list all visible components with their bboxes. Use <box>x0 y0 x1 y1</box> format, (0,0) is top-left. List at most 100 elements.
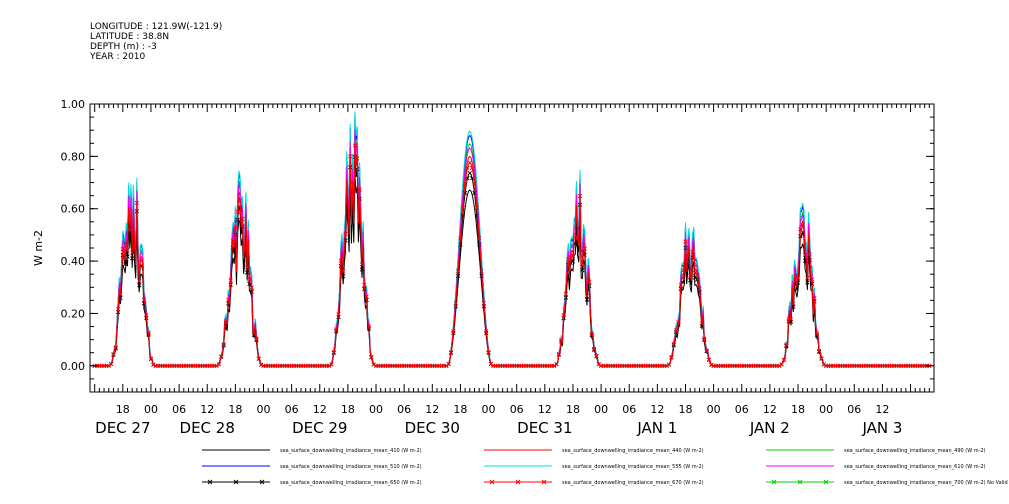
series-point <box>226 297 231 303</box>
series-point <box>341 269 346 274</box>
series-point <box>671 342 676 347</box>
series-point <box>130 250 135 255</box>
series-point <box>350 180 355 185</box>
x-tick-label: 12 <box>650 403 664 416</box>
series-point <box>591 346 597 352</box>
series-point <box>805 275 810 281</box>
x-tick-label: 12 <box>200 403 214 416</box>
series-point <box>470 165 475 171</box>
series-point <box>235 209 240 214</box>
series-point <box>683 239 688 244</box>
x-tick-label: 12 <box>425 403 439 416</box>
series-point <box>148 356 154 361</box>
series-point <box>123 262 128 267</box>
x-tick-label: 06 <box>510 403 524 416</box>
series-7 <box>92 143 932 368</box>
series-point <box>477 242 482 247</box>
x-tick-label: 00 <box>256 403 270 416</box>
series-point <box>802 252 808 258</box>
series-point <box>127 228 132 233</box>
series-point <box>695 272 700 278</box>
series-point <box>821 362 826 367</box>
series-point <box>214 363 219 368</box>
series-point <box>781 357 787 362</box>
series-point <box>111 352 116 357</box>
legend-label: sea_surface_downwelling_irradiance_mean_… <box>562 480 704 486</box>
series-point <box>552 363 557 368</box>
x-tick-label: 18 <box>453 403 467 416</box>
x-tick-label: 06 <box>285 403 299 416</box>
legend-item: sea_surface_downwelling_irradiance_mean_… <box>202 448 422 454</box>
series-point <box>249 285 254 290</box>
series-point <box>244 270 250 275</box>
x-tick-label: 00 <box>594 403 608 416</box>
series-point <box>561 313 566 318</box>
y-tick-label: 0.40 <box>61 255 86 268</box>
series-point <box>371 362 376 367</box>
series-point <box>596 362 601 367</box>
legend-label: sea_surface_downwelling_irradiance_mean_… <box>562 464 704 470</box>
x-tick-label: 12 <box>763 403 777 416</box>
series-point <box>580 262 585 268</box>
series-point <box>791 301 796 306</box>
series-point <box>669 355 674 360</box>
x-day-label: DEC 31 <box>517 419 572 437</box>
legend-item: sea_surface_downwelling_irradiance_mean_… <box>766 448 986 454</box>
series-point <box>559 338 564 343</box>
latitude-label: LATITUDE : 38.8N <box>90 32 170 42</box>
legend: sea_surface_downwelling_irradiance_mean_… <box>202 448 1009 486</box>
series-point <box>460 205 465 210</box>
x-day-label: DEC 30 <box>405 419 460 437</box>
legend-item: sea_surface_downwelling_irradiance_mean_… <box>766 479 1009 486</box>
series-point <box>254 336 259 341</box>
series-point <box>554 362 559 367</box>
legend-item: sea_surface_downwelling_irradiance_mean_… <box>202 479 422 486</box>
x-day-label: JAN 3 <box>861 419 902 437</box>
legend-label: sea_surface_downwelling_irradiance_mean_… <box>280 464 422 470</box>
x-tick-label: 06 <box>735 403 749 416</box>
y-tick-label: 0.60 <box>61 203 86 216</box>
series-point <box>366 324 372 329</box>
series-point <box>467 171 472 176</box>
series-point <box>474 205 479 210</box>
series-point <box>355 156 360 161</box>
series-point <box>137 283 142 288</box>
series-point <box>364 294 369 299</box>
legend-label: sea_surface_downwelling_irradiance_mean_… <box>844 480 1009 486</box>
series-point <box>807 252 812 257</box>
series-point <box>223 319 229 324</box>
x-tick-label: 12 <box>875 403 889 416</box>
series-point <box>455 268 461 273</box>
series-point <box>448 350 454 355</box>
x-tick-label: 06 <box>622 403 636 416</box>
x-day-label: DEC 27 <box>95 419 150 437</box>
series-point <box>446 361 451 366</box>
series-point <box>791 304 796 310</box>
series-point <box>345 200 351 205</box>
y-axis-label: W m-2 <box>32 230 45 266</box>
series-point <box>244 265 250 270</box>
series-point <box>666 362 672 367</box>
series-point <box>577 193 583 199</box>
series-point <box>570 253 576 259</box>
series-point <box>352 143 358 148</box>
series-point <box>809 277 815 282</box>
series-point <box>458 235 463 241</box>
x-tick-label: 06 <box>847 403 861 416</box>
series-point <box>556 351 562 357</box>
series-point <box>685 253 690 258</box>
x-tick-label: 00 <box>144 403 158 416</box>
series-point <box>676 320 681 325</box>
series-point <box>594 353 599 358</box>
series-point <box>584 297 590 302</box>
series-point <box>341 274 346 279</box>
series-point <box>589 331 594 336</box>
series-point <box>819 356 824 361</box>
y-tick-label: 1.00 <box>61 98 86 111</box>
x-tick-label: 18 <box>341 403 355 416</box>
series-point <box>116 307 121 312</box>
series-point <box>237 198 243 204</box>
series-point <box>369 354 374 360</box>
series-point <box>702 336 707 341</box>
series-point <box>814 331 819 337</box>
